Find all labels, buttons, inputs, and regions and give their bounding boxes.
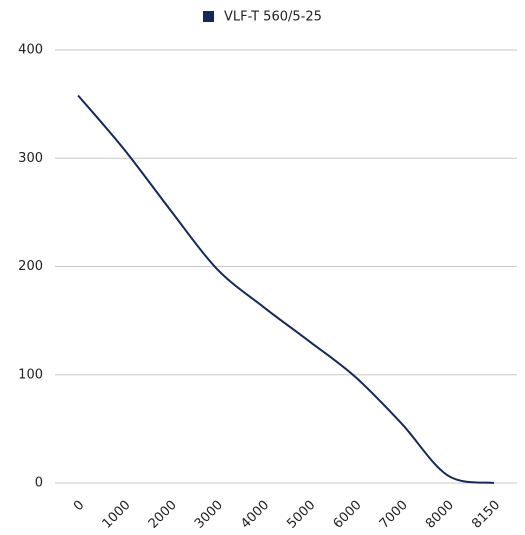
x-tick-label: 1000 (100, 498, 134, 531)
x-tick-label: 6000 (331, 498, 365, 531)
line (77, 94, 495, 484)
y-tick-label: 200 (18, 259, 43, 274)
y-tick-label: 300 (18, 151, 43, 166)
legend-label: VLF-T 560/5-25 (224, 10, 322, 25)
y-tick-label: 100 (18, 367, 43, 382)
x-tick-label: 5000 (284, 498, 318, 531)
y-tick-label: 0 (35, 476, 43, 491)
legend-swatch (203, 11, 214, 22)
x-tick-label: 8000 (423, 498, 457, 531)
y-tick-label: 400 (18, 43, 43, 58)
x-tick-label: 0 (71, 498, 87, 514)
x-tick-label: 8150 (469, 498, 503, 531)
x-tick-label: 3000 (192, 498, 226, 531)
x-tick-label: 4000 (238, 498, 272, 531)
x-tick-label: 7000 (377, 498, 411, 531)
x-tick-label: 2000 (146, 498, 180, 531)
